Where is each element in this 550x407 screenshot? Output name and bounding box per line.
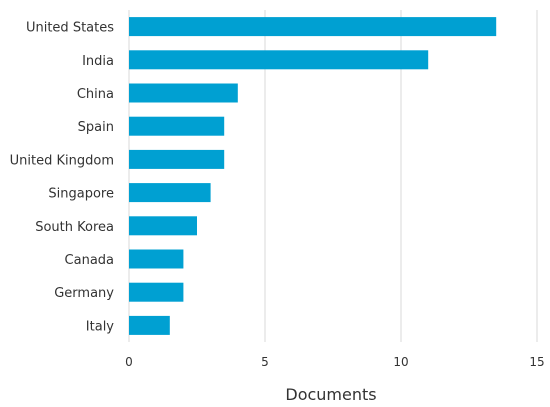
x-tick-label: 5 [261, 355, 269, 369]
x-tick-label: 15 [529, 355, 544, 369]
x-axis-title: Documents [285, 385, 376, 404]
category-label: United Kingdom [10, 153, 114, 168]
bar [129, 216, 197, 236]
bar [129, 183, 211, 203]
category-labels: United States India China Spain United Kingd… [10, 21, 115, 335]
category-label: Spain [78, 120, 114, 135]
bar [129, 149, 225, 169]
category-label: China [77, 87, 114, 102]
bar [129, 50, 429, 70]
category-label: Canada [65, 253, 114, 268]
bar [129, 315, 170, 335]
category-label: India [82, 54, 114, 69]
category-label: Germany [54, 286, 114, 301]
bar [129, 249, 184, 269]
x-tick-label: 0 [125, 355, 133, 369]
bar [129, 116, 225, 136]
x-tick-labels: 0 5 10 15 [125, 355, 544, 369]
bar [129, 282, 184, 302]
bar [129, 17, 497, 37]
category-label: Singapore [48, 187, 114, 202]
bars [129, 17, 497, 335]
x-tick-label: 10 [393, 355, 408, 369]
category-label: South Korea [35, 220, 114, 235]
category-label: United States [26, 21, 114, 36]
category-label: Italy [86, 319, 115, 334]
bar [129, 83, 238, 103]
